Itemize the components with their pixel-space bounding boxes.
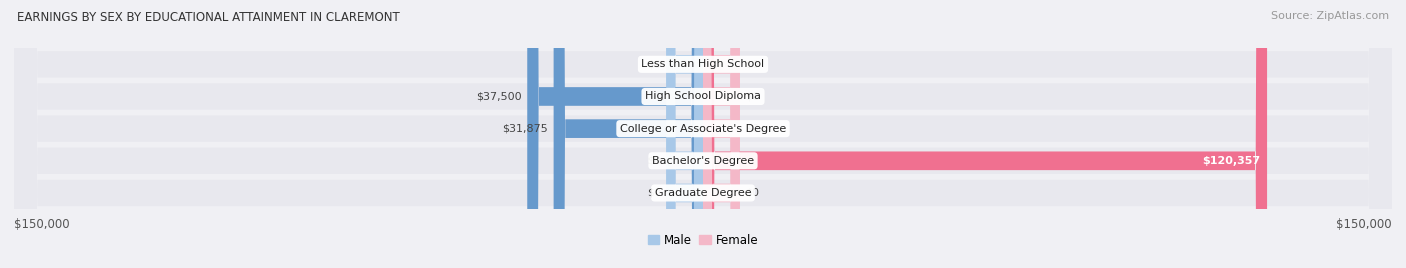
FancyBboxPatch shape	[666, 0, 703, 268]
FancyBboxPatch shape	[703, 0, 1267, 268]
FancyBboxPatch shape	[14, 0, 1392, 268]
Text: Less than High School: Less than High School	[641, 59, 765, 69]
FancyBboxPatch shape	[527, 0, 703, 268]
FancyBboxPatch shape	[14, 0, 1392, 268]
Text: $120,357: $120,357	[1202, 156, 1260, 166]
Text: $0: $0	[745, 188, 759, 198]
Text: Graduate Degree: Graduate Degree	[655, 188, 751, 198]
Text: EARNINGS BY SEX BY EDUCATIONAL ATTAINMENT IN CLAREMONT: EARNINGS BY SEX BY EDUCATIONAL ATTAINMEN…	[17, 11, 399, 24]
Text: $0: $0	[745, 59, 759, 69]
Text: $0: $0	[647, 59, 661, 69]
Text: High School Diploma: High School Diploma	[645, 91, 761, 102]
FancyBboxPatch shape	[666, 0, 703, 268]
FancyBboxPatch shape	[14, 0, 1392, 268]
Text: $150,000: $150,000	[14, 218, 70, 231]
FancyBboxPatch shape	[554, 0, 703, 268]
Text: $37,500: $37,500	[477, 91, 522, 102]
Text: Bachelor's Degree: Bachelor's Degree	[652, 156, 754, 166]
Text: $0: $0	[745, 124, 759, 134]
FancyBboxPatch shape	[14, 0, 1392, 268]
Text: $0: $0	[745, 91, 759, 102]
Text: $0: $0	[647, 156, 661, 166]
Text: $31,875: $31,875	[502, 124, 548, 134]
Text: $0: $0	[647, 188, 661, 198]
FancyBboxPatch shape	[703, 0, 740, 268]
FancyBboxPatch shape	[703, 0, 740, 268]
Text: Source: ZipAtlas.com: Source: ZipAtlas.com	[1271, 11, 1389, 21]
Legend: Male, Female: Male, Female	[643, 229, 763, 251]
FancyBboxPatch shape	[703, 0, 740, 268]
FancyBboxPatch shape	[14, 0, 1392, 268]
FancyBboxPatch shape	[666, 0, 703, 268]
Text: $150,000: $150,000	[1336, 218, 1392, 231]
Text: College or Associate's Degree: College or Associate's Degree	[620, 124, 786, 134]
FancyBboxPatch shape	[703, 0, 740, 268]
